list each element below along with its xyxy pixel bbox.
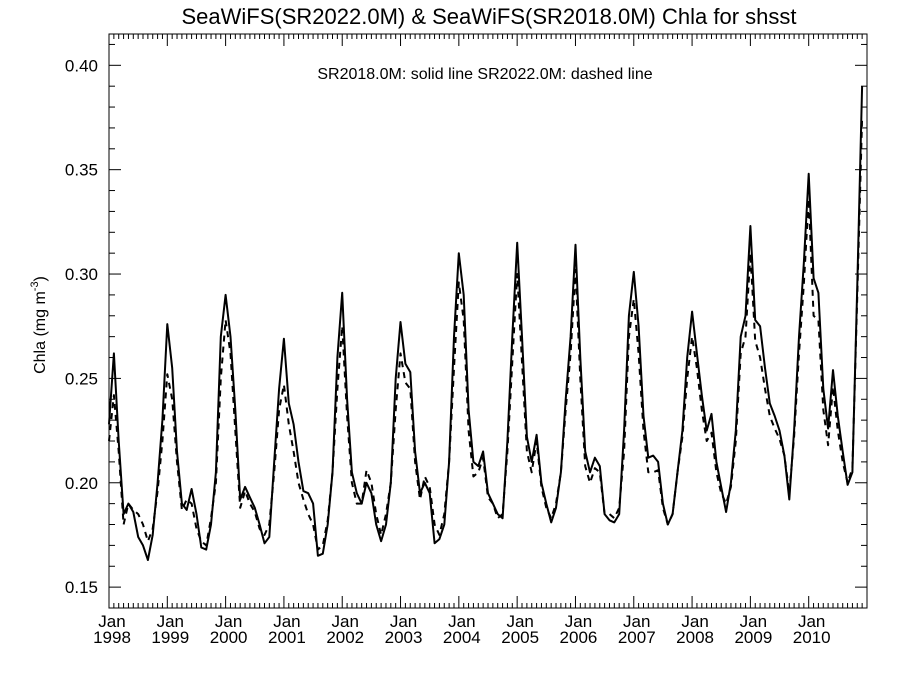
- y-tick-label: 0.15: [65, 578, 98, 597]
- y-axis-title-close: ): [32, 276, 49, 281]
- x-tick-label-month: Jan: [390, 612, 417, 631]
- x-tick-label-year: 2003: [385, 628, 423, 647]
- x-tick-label-year: 2009: [734, 628, 772, 647]
- x-tick-label-year: 2006: [560, 628, 598, 647]
- axes: 0.150.200.250.300.350.40Jan1998Jan1999Ja…: [65, 34, 867, 647]
- x-tick-label-year: 1999: [151, 628, 189, 647]
- x-tick-label-month: Jan: [623, 612, 650, 631]
- x-tick-label-year: 2008: [676, 628, 714, 647]
- x-tick-label-year: 1998: [93, 628, 131, 647]
- x-tick-label-year: 2004: [443, 628, 481, 647]
- x-tick-label-month: Jan: [332, 612, 359, 631]
- y-axis-title: Chla (mg m-3): [29, 276, 49, 374]
- series-layer: [108, 86, 864, 561]
- x-tick-label-month: Jan: [681, 612, 708, 631]
- y-tick-label: 0.40: [65, 56, 98, 75]
- x-tick-label-month: Jan: [565, 612, 592, 631]
- x-tick-label-year: 2010: [793, 628, 831, 647]
- x-tick-label-year: 2001: [268, 628, 306, 647]
- y-tick-label: 0.35: [65, 161, 98, 180]
- plot-frame: [108, 33, 868, 609]
- x-tick-label-year: 2002: [326, 628, 364, 647]
- x-tick-label-month: Jan: [98, 612, 125, 631]
- x-tick-label-year: 2000: [210, 628, 248, 647]
- y-tick-label: 0.20: [65, 474, 98, 493]
- x-tick-label-month: Jan: [448, 612, 475, 631]
- series-line-sr2022-0m: [108, 117, 864, 551]
- x-tick-label-month: Jan: [157, 612, 184, 631]
- x-tick-label-month: Jan: [273, 612, 300, 631]
- series-line-sr2018-0m: [108, 86, 864, 561]
- y-tick-label: 0.25: [65, 369, 98, 388]
- line-style-legend: SR2018.0M: solid line SR2022.0M: dashed …: [317, 66, 652, 83]
- chart-title: SeaWiFS(SR2022.0M) & SeaWiFS(SR2018.0M) …: [182, 4, 797, 29]
- x-tick-label-month: Jan: [215, 612, 242, 631]
- y-axis-title-main: Chla (mg m: [32, 291, 49, 374]
- y-axis-title-superscript: -3: [29, 281, 41, 291]
- x-tick-label-month: Jan: [798, 612, 825, 631]
- x-tick-label-month: Jan: [740, 612, 767, 631]
- x-tick-label-year: 2005: [501, 628, 539, 647]
- x-tick-label-year: 2007: [618, 628, 656, 647]
- x-tick-label-month: Jan: [506, 612, 533, 631]
- y-tick-label: 0.30: [65, 265, 98, 284]
